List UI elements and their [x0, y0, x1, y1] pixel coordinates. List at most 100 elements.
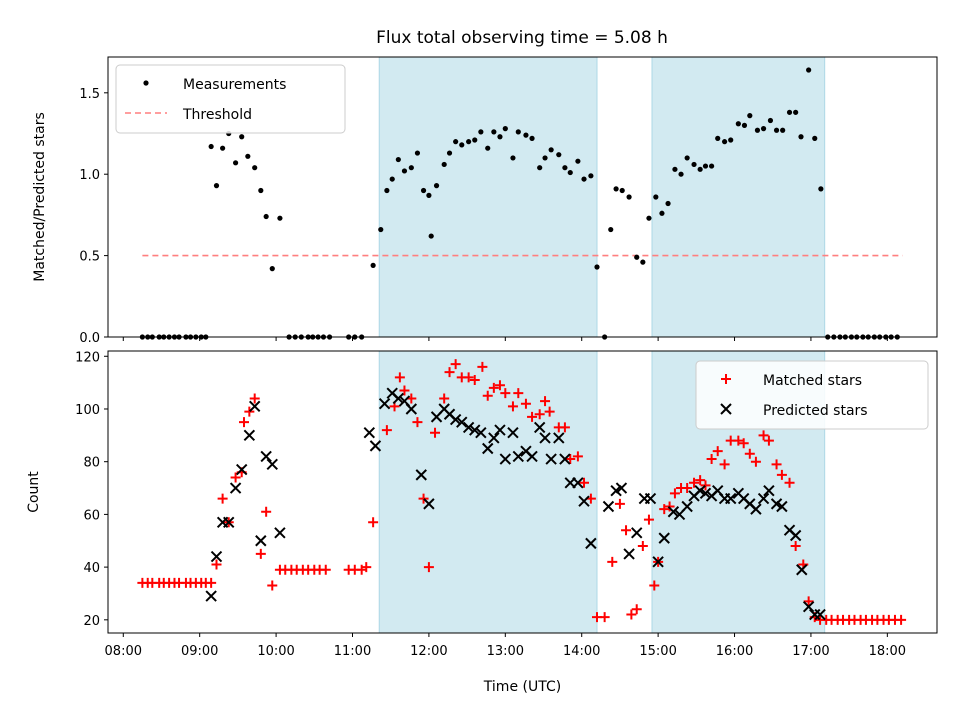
matched-star-point	[394, 372, 405, 383]
matched-star-point	[695, 475, 706, 486]
predicted-star-point	[602, 500, 615, 513]
predicted-star-point	[274, 527, 286, 539]
matched-star-point	[520, 398, 531, 409]
top-axes-frame	[107, 56, 938, 338]
bottom-xtick-label: 12:00	[410, 644, 447, 659]
measurement-point	[665, 200, 671, 207]
matched-star-point	[412, 417, 423, 428]
measurement-point	[798, 134, 804, 140]
matched-star-point	[790, 541, 801, 552]
measurement-point	[529, 135, 535, 141]
predicted-star-point	[681, 500, 693, 513]
legend-label-threshold: Threshold	[182, 107, 252, 123]
matched-star-point	[682, 483, 693, 494]
top-legend: Measurements Threshold	[115, 64, 346, 134]
measurement-point	[626, 194, 632, 200]
matched-star-point	[444, 367, 455, 378]
measurement-point	[220, 145, 226, 151]
predicted-star-point	[533, 421, 546, 434]
bottom-xtick-label: 16:00	[716, 644, 753, 659]
matched-star-point	[450, 359, 461, 370]
measurement-point	[453, 139, 459, 145]
measurement-point	[613, 186, 619, 192]
matched-star-point	[368, 517, 379, 528]
bottom-xtick-label: 13:00	[487, 644, 524, 659]
matched-star-point	[803, 596, 814, 607]
measurement-point	[567, 169, 573, 176]
measurement-point	[634, 254, 640, 260]
predicted-star-point	[210, 550, 223, 563]
measurement-point	[269, 266, 275, 272]
bottom-y-axis-label: Count	[26, 471, 42, 513]
measurement-point	[575, 158, 581, 164]
measurement-point	[715, 135, 721, 141]
predicted-star-point	[462, 421, 475, 434]
matched-star-point	[643, 514, 654, 525]
measurement-point	[812, 135, 818, 141]
predicted-star-point	[229, 482, 242, 494]
matched-star-point	[758, 430, 769, 441]
legend-label-matched: Matched stars	[763, 373, 862, 389]
matched-star-point	[230, 472, 241, 483]
matched-star-point	[534, 409, 545, 420]
measurement-point	[741, 122, 748, 128]
measurement-point	[497, 134, 503, 140]
matched-star-point	[430, 427, 441, 438]
predicted-star-point	[369, 440, 382, 452]
measurement-point	[702, 163, 709, 169]
matched-star-point	[631, 604, 642, 615]
matched-star-point	[738, 438, 749, 449]
predicted-star-point	[392, 392, 405, 405]
measurement-point	[263, 213, 269, 220]
measurement-point	[441, 161, 447, 168]
predicted-star-point	[488, 432, 500, 444]
measurement-point	[672, 166, 678, 172]
measurement-point	[433, 183, 440, 189]
measurement-point	[428, 233, 434, 239]
matched-star-point	[664, 501, 675, 512]
matched-star-point	[621, 525, 632, 536]
measurement-point	[446, 150, 453, 156]
matched-star-point	[488, 382, 499, 393]
predicted-star-point	[526, 450, 538, 463]
top-shaded-span-0	[378, 56, 598, 338]
measurement-point	[378, 226, 384, 233]
matched-star-point	[540, 396, 551, 407]
matched-star-point	[469, 374, 480, 385]
predicted-star-point	[512, 450, 525, 463]
measurement-point	[773, 127, 780, 133]
measurement-point	[678, 171, 684, 177]
matched-star-point	[776, 469, 787, 480]
matched-star-point	[565, 454, 576, 465]
measurement-point	[239, 134, 245, 140]
measurement-point	[728, 137, 734, 143]
measurement-point	[806, 67, 812, 73]
predicted-star-point	[363, 426, 376, 439]
matched-star-point	[381, 425, 392, 436]
predicted-star-point	[724, 492, 737, 505]
measurement-point	[537, 165, 543, 171]
matched-star-point	[513, 388, 524, 399]
measurement-point	[709, 163, 715, 169]
measurement-point	[370, 262, 376, 268]
measurement-point	[523, 132, 529, 138]
measurement-point	[502, 126, 508, 132]
predicted-star-point	[255, 535, 267, 547]
bottom-ytick-label: 100	[75, 403, 100, 418]
measurement-point	[760, 126, 767, 132]
legend-label-predicted: Predicted stars	[763, 403, 868, 419]
matched-star-point	[637, 541, 648, 552]
predicted-star-point	[802, 600, 815, 613]
bottom-legend-frame	[695, 360, 929, 430]
bottom-axes-frame	[107, 350, 938, 634]
matched-star-point	[418, 493, 429, 504]
bottom-ytick-label: 20	[83, 614, 100, 629]
predicted-star-point	[236, 463, 248, 476]
measurement-point	[426, 192, 432, 198]
predicted-star-point	[578, 495, 590, 507]
measurement-point	[389, 176, 395, 182]
matched-star-point	[527, 411, 538, 422]
predicted-star-point	[205, 590, 217, 602]
matched-star-point	[544, 406, 555, 417]
predicted-star-point	[494, 424, 506, 436]
